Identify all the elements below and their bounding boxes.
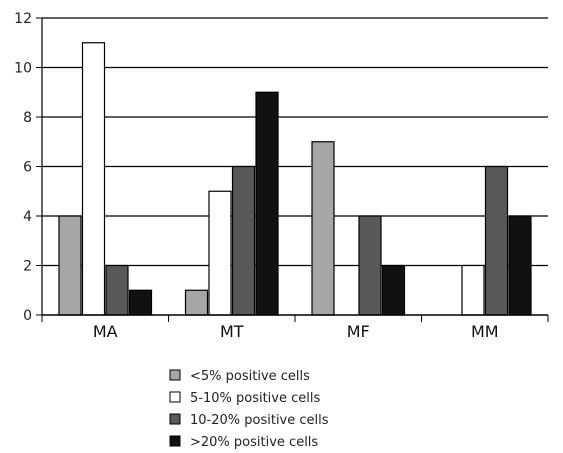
bar-mm-series-4 bbox=[508, 215, 532, 316]
legend-label: 10-20% positive cells bbox=[190, 413, 329, 428]
legend: <5% positive cells 5-10% positive cells 10… bbox=[169, 369, 329, 450]
x-category-label: MA bbox=[93, 322, 118, 341]
bar-mt-series-3 bbox=[231, 165, 256, 316]
bar-mt-series-2 bbox=[208, 190, 232, 316]
x-category-label: MT bbox=[220, 322, 244, 341]
bar-mm-series-3 bbox=[484, 165, 509, 316]
x-category-label: MM bbox=[471, 322, 499, 341]
bar-ma-series-4 bbox=[128, 289, 153, 316]
legend-swatch bbox=[169, 391, 181, 403]
y-tick-label: 12 bbox=[14, 11, 32, 27]
x-category-label: MF bbox=[347, 322, 370, 341]
legend-swatch bbox=[169, 413, 181, 425]
y-tick-label: 8 bbox=[23, 110, 32, 126]
legend-swatch bbox=[169, 369, 181, 381]
gridlines bbox=[42, 17, 548, 267]
y-tick-label: 4 bbox=[23, 209, 32, 225]
legend-label: <5% positive cells bbox=[190, 369, 310, 384]
legend-label: 5-10% positive cells bbox=[190, 391, 320, 406]
bar-ma-series-3 bbox=[105, 264, 129, 316]
bar-ma-series-1 bbox=[58, 215, 82, 316]
bar-mm-series-2 bbox=[461, 264, 485, 316]
bar-mf-series-3 bbox=[358, 215, 382, 316]
bar-ma-series-2 bbox=[81, 42, 106, 316]
bar-mf-series-1 bbox=[311, 141, 335, 316]
legend-label: >20% positive cells bbox=[190, 435, 318, 450]
y-tick-label: 6 bbox=[23, 160, 32, 176]
bar-mt-series-4 bbox=[255, 91, 279, 316]
axes: 0 2 4 6 8 10 12 MA MT MF MM bbox=[14, 11, 549, 341]
y-tick-label: 0 bbox=[23, 308, 32, 324]
legend-swatch bbox=[169, 435, 181, 447]
y-tick-label: 2 bbox=[23, 259, 32, 275]
y-tick-label: 10 bbox=[14, 61, 32, 77]
bar-mt-series-1 bbox=[184, 289, 209, 316]
bars bbox=[58, 42, 532, 316]
bar-mf-series-4 bbox=[381, 264, 406, 316]
